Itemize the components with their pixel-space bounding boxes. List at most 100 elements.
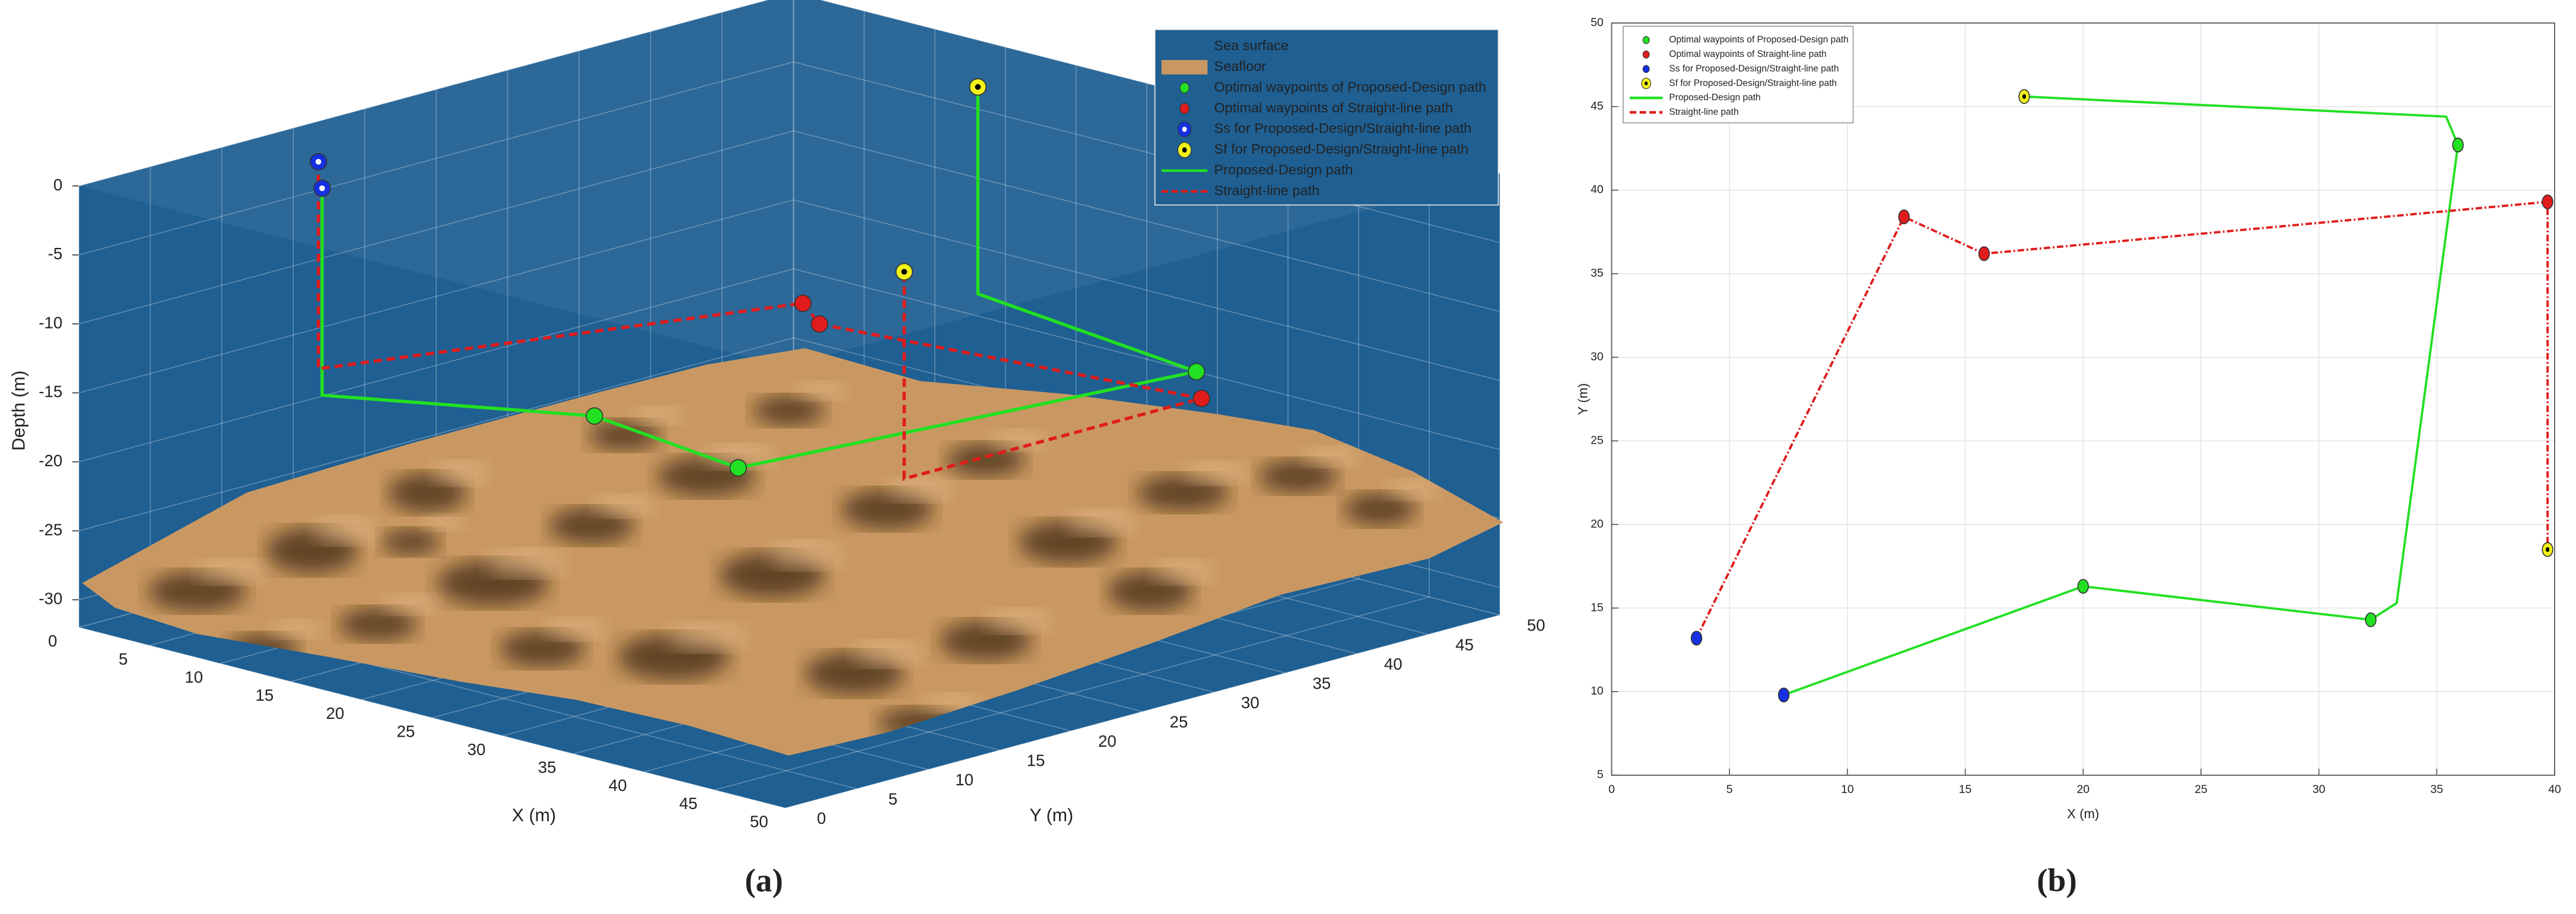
- legend-swatch: [1161, 39, 1208, 54]
- marker-dot: [729, 459, 747, 477]
- x-tick-label: 10: [185, 668, 203, 686]
- seafloor-highlight: [195, 559, 265, 584]
- grid-line: [793, 199, 1500, 381]
- z-tick-label: -20: [39, 451, 62, 470]
- seafloor-highlight: [422, 514, 465, 530]
- marker-dot: [2452, 138, 2464, 152]
- seafloor-shadow: [499, 630, 585, 667]
- y-tick-label: 5: [1597, 768, 1604, 781]
- seafloor-shadow: [1258, 460, 1338, 493]
- marker: [1777, 687, 1790, 703]
- marker-dot: [2077, 579, 2089, 594]
- seafloor-shadow: [338, 607, 418, 641]
- marker-dot: [586, 407, 603, 425]
- seafloor-highlight: [667, 623, 746, 651]
- marker-dot: [1777, 687, 1790, 703]
- x-tick-label: 20: [2076, 783, 2090, 796]
- marker: [810, 315, 828, 333]
- z-tick-label: -30: [39, 590, 62, 608]
- y-tick-label: 45: [1455, 635, 1474, 654]
- legend-label: Straight-line path: [1669, 107, 1738, 117]
- legend-label: Sea surface: [1214, 38, 1289, 53]
- grid-line: [785, 614, 1500, 809]
- seafloor-shadow: [588, 420, 661, 450]
- marker: [1898, 209, 1910, 225]
- legend-box: [1623, 26, 1854, 123]
- legend-label: Sf for Proposed-Design/Straight-line pat…: [1669, 78, 1837, 88]
- marker: [586, 407, 603, 425]
- seafloor-shadow: [752, 396, 825, 426]
- y-tick-label: 50: [1591, 16, 1604, 29]
- legend-label: Seafloor: [1214, 58, 1266, 74]
- y-tick-label: 35: [1591, 267, 1604, 280]
- grid-line: [78, 130, 794, 324]
- marker: [794, 294, 812, 312]
- y-tick-label: 10: [955, 770, 974, 789]
- legend-swatch: [1161, 60, 1208, 75]
- y-tick-label: 0: [817, 809, 826, 827]
- legend-label: Proposed-Design path: [1669, 93, 1760, 103]
- x-tick-label: 40: [609, 776, 627, 795]
- marker: [313, 179, 331, 198]
- marker: [895, 263, 913, 281]
- marker-dot: [794, 294, 812, 312]
- marker-center: [315, 158, 322, 165]
- y-tick-label: 20: [1591, 517, 1604, 530]
- seafloor-highlight: [796, 382, 847, 400]
- x-tick-label: 5: [1726, 783, 1733, 796]
- x-tick-label: 20: [326, 704, 345, 722]
- y-tick-label: 45: [1591, 100, 1604, 113]
- y-tick-label: 40: [1384, 655, 1403, 673]
- marker-dot: [2542, 194, 2553, 209]
- marker-center: [2022, 94, 2027, 99]
- legend-label: Ss for Proposed-Design/Straight-line pat…: [1669, 63, 1839, 74]
- seafloor-highlight: [432, 461, 488, 485]
- marker: [2542, 542, 2553, 557]
- x-tick-label: 15: [255, 686, 273, 704]
- seafloor-shadow: [548, 507, 634, 544]
- seafloor-highlight: [486, 549, 565, 578]
- y-tick-label: 5: [888, 790, 897, 808]
- grid-line: [714, 596, 1430, 791]
- plot-frame: [1611, 22, 2555, 776]
- y-tick-label: 30: [1591, 351, 1604, 364]
- marker-center: [901, 269, 907, 275]
- seafloor-shadow: [1344, 492, 1416, 526]
- legend-marker: [1642, 36, 1650, 44]
- seafloor-highlight: [383, 594, 438, 614]
- grid-line: [793, 130, 1500, 313]
- legend-marker: [1642, 65, 1650, 74]
- seafloor-highlight: [1153, 559, 1213, 584]
- y-tick-label: 40: [1591, 183, 1604, 196]
- marker: [2542, 194, 2553, 209]
- y-tick-label: 25: [1591, 434, 1604, 447]
- seafloor-highlight: [632, 406, 683, 425]
- x-axis-label: X (m): [512, 805, 556, 825]
- marker: [2452, 138, 2464, 152]
- sea-surface: [78, 0, 1500, 367]
- marker-dot: [1690, 630, 1703, 646]
- seafloor-highlight: [768, 541, 842, 569]
- legend: Sea surface Seafloor Optimal waypoints of …: [1154, 29, 1499, 206]
- y-tick-label: 25: [1169, 712, 1188, 731]
- legend-label: Straight-line path: [1214, 183, 1319, 198]
- seafloor-highlight: [888, 477, 952, 502]
- marker-center: [975, 84, 981, 90]
- seafloor-highlight: [853, 641, 922, 667]
- x-tick-label: 45: [679, 794, 698, 813]
- z-axis-label: Depth (m): [8, 371, 28, 451]
- legend-label: Ss for Proposed-Design/Straight-line pat…: [1214, 120, 1471, 136]
- x-tick-label: 25: [2195, 783, 2208, 796]
- seafloor-highlight: [1066, 509, 1136, 536]
- marker: [2077, 579, 2089, 594]
- marker-dot: [2365, 612, 2377, 628]
- y-tick-label: 10: [1591, 684, 1604, 698]
- x-tick-label: 35: [2431, 783, 2444, 796]
- legend-marker-center: [1182, 126, 1187, 132]
- legend-label: Optimal waypoints of Proposed-Design pat…: [1214, 79, 1486, 94]
- seafloor-highlight: [594, 495, 654, 517]
- chart-3d: 0 -5 -10 -15 -20 -25 -30 0 5 10 15 20 25 30 35 40 45 50 0 5…: [8, 0, 1545, 831]
- seafloor-shadow: [381, 528, 441, 555]
- x-tick-label: 0: [48, 632, 57, 650]
